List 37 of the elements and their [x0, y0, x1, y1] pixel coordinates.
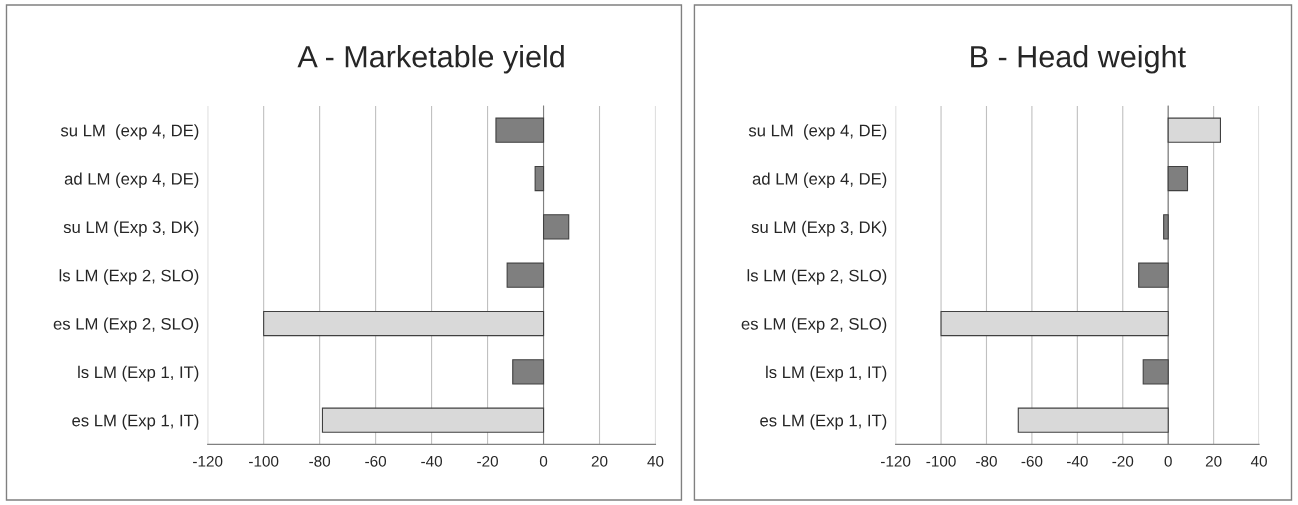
x-tick-label: -80 — [976, 455, 997, 467]
x-tick-label: 0 — [539, 455, 548, 467]
x-tick-label: 40 — [1250, 455, 1267, 467]
chart-title: A - Marketable yield — [297, 45, 564, 74]
x-tick-label: -100 — [926, 455, 956, 467]
y-tick-label: ls LM (Exp 2, SLO) — [59, 269, 199, 285]
y-tick-label: es LM (Exp 2, SLO) — [53, 317, 199, 334]
bar — [1167, 117, 1221, 143]
x-tick-label: 0 — [1164, 455, 1172, 467]
x-tick-label: -60 — [365, 455, 387, 467]
y-tick-label: ls LM (Exp 1, IT) — [766, 365, 887, 382]
y-tick-label: ad LM (exp 4, DE) — [752, 172, 887, 189]
x-tick-label: -20 — [1112, 455, 1134, 467]
y-tick-label: es LM (Exp 1, IT) — [760, 414, 887, 430]
x-tick-label: -120 — [881, 455, 911, 467]
chart-title: B - Head weight — [971, 45, 1186, 74]
y-tick-label: es LM (Exp 1, IT) — [72, 414, 199, 430]
x-tick-label: -80 — [309, 455, 331, 467]
x-tick-label: 40 — [647, 455, 664, 467]
x-tick-label: -40 — [1066, 455, 1088, 467]
y-tick-label: es LM (Exp 2, SLO) — [741, 317, 887, 334]
y-tick-label: su LM (exp 4, DE) — [748, 124, 887, 140]
y-tick-label: ls LM (Exp 1, IT) — [78, 365, 199, 382]
bar — [1017, 407, 1169, 433]
y-tick-label: ad LM (exp 4, DE) — [64, 172, 199, 189]
x-tick-label: -20 — [477, 455, 499, 467]
y-tick-label: su LM (exp 4, DE) — [60, 124, 199, 140]
x-tick-label: -120 — [193, 455, 223, 467]
x-tick-label: 20 — [591, 455, 608, 467]
y-tick-label: ls LM (Exp 2, SLO) — [747, 269, 887, 285]
x-tick-label: -60 — [1021, 455, 1043, 467]
y-tick-label: su LM (Exp 3, DK) — [63, 220, 199, 237]
y-tick-label: su LM (Exp 3, DK) — [751, 220, 887, 237]
x-tick-label: 20 — [1205, 455, 1222, 467]
x-tick-label: -40 — [421, 455, 443, 467]
x-tick-label: -100 — [249, 455, 279, 467]
bar — [940, 310, 1169, 337]
